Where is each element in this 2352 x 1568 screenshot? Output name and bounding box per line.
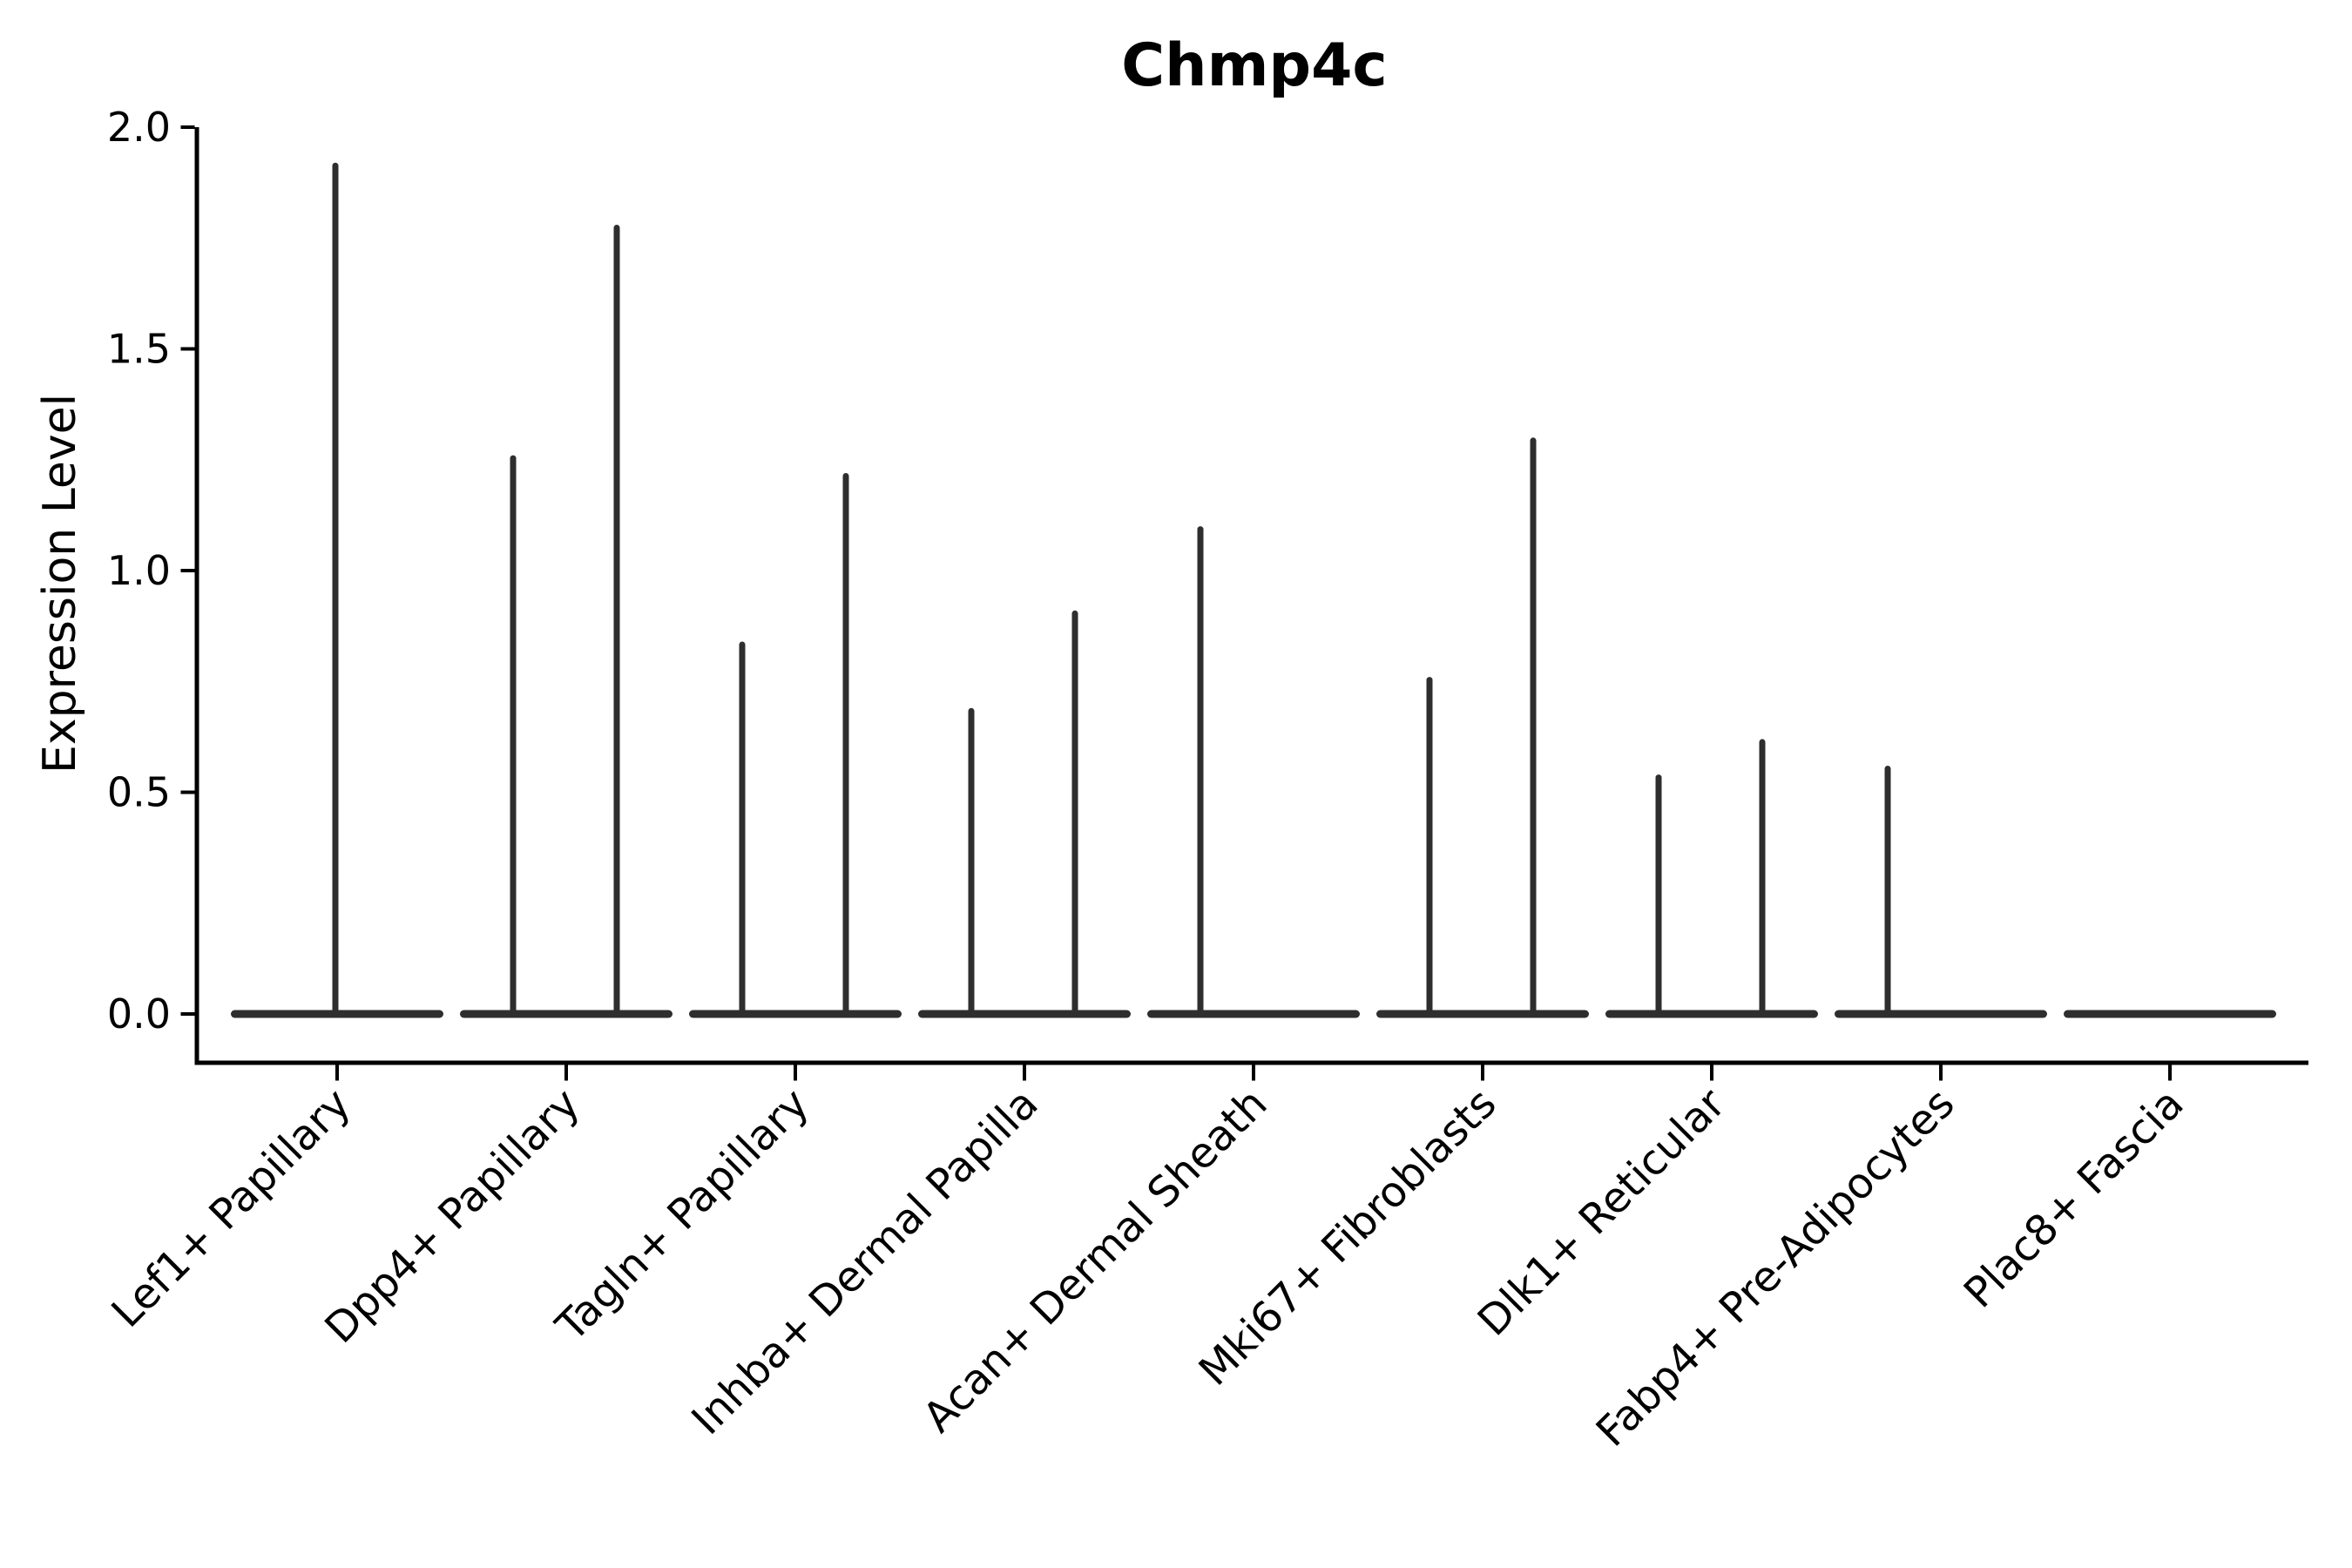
violin-base [2064,1010,2276,1018]
violin-base [918,1010,1131,1018]
violin-spike [739,641,746,1017]
x-axis-spine [194,1060,2308,1065]
violin-spike [1071,610,1078,1017]
x-tick-mark [1481,1064,1484,1081]
violin-spike [1759,739,1766,1017]
violin-spike [613,224,620,1017]
y-axis-spine [194,127,199,1065]
y-tick-label: 2.0 [107,104,171,151]
violin-spike [332,162,339,1017]
violin-spike [968,707,975,1017]
violins-group [231,162,2276,1018]
y-tick-mark [180,569,195,572]
x-tick-label: Tagln+ Papillary [546,1079,818,1351]
y-tick-label: 0.0 [107,990,171,1037]
y-tick-mark [180,790,195,794]
x-tick-label: Lef1+ Papillary [103,1079,361,1337]
x-tick-mark [1710,1064,1713,1081]
violin-base [231,1010,443,1018]
x-tick-mark [2168,1064,2172,1081]
violin-base [1376,1010,1589,1018]
x-tick-mark [1023,1064,1026,1081]
y-tick-label: 0.5 [107,769,171,816]
x-tick-label: Dlk1+ Reticular [1469,1079,1735,1346]
y-tick-mark [180,347,195,351]
y-tick-mark [180,125,195,129]
x-tick-mark [794,1064,797,1081]
x-tick-label: Plac8+ Fascia [1955,1079,2193,1318]
violin-base [1605,1010,1818,1018]
violin-spike [1884,765,1891,1017]
chart-title: Chmp4c [1121,31,1387,100]
x-tick-mark [1939,1064,1943,1081]
violin-base [1835,1010,2047,1018]
violin-spike [510,455,517,1017]
y-tick-label: 1.5 [107,326,171,373]
violin-spike [1655,774,1662,1017]
axes: 0.0 0.5 1.0 1.5 2.0 [107,104,2308,1065]
y-axis-label: Expression Level [34,394,86,774]
violin-spike [1530,437,1537,1017]
x-tick-mark [335,1064,339,1081]
y-tick-mark [180,1012,195,1016]
violin-spike [1426,677,1433,1017]
violin-base [689,1010,902,1018]
x-tick-mark [1252,1064,1255,1081]
violin-spike [1197,526,1204,1017]
violin-spike [842,473,849,1017]
violin-base [460,1010,672,1018]
x-tick-mark [564,1064,568,1081]
violin-base [1147,1010,1360,1018]
y-tick-label: 1.0 [107,547,171,594]
x-tick-label: Dpp4+ Papillary [315,1079,589,1353]
